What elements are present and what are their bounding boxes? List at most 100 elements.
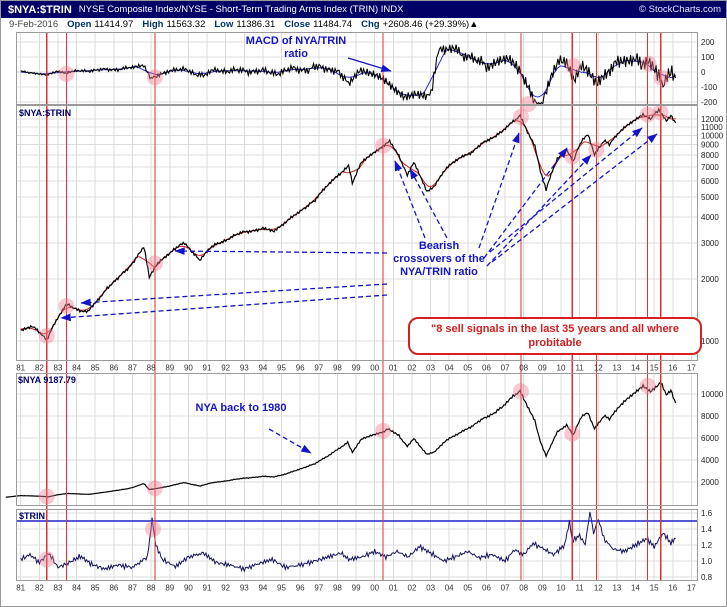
svg-text:-100: -100 <box>701 83 718 92</box>
svg-text:1.6: 1.6 <box>701 509 713 518</box>
svg-text:93: 93 <box>240 584 249 593</box>
svg-text:00: 00 <box>370 364 379 373</box>
nya-price-line <box>5 381 677 498</box>
svg-text:3000: 3000 <box>701 239 719 248</box>
quote-open-value: 11414.97 <box>94 19 134 30</box>
symbol-description: NYSE Composite Index/NYSE - Short-Term T… <box>78 4 404 15</box>
svg-text:11: 11 <box>575 584 584 593</box>
svg-text:91: 91 <box>203 364 212 373</box>
svg-text:98: 98 <box>333 584 342 593</box>
svg-text:17: 17 <box>687 364 696 373</box>
svg-text:84: 84 <box>72 584 81 593</box>
svg-text:07: 07 <box>501 584 510 593</box>
svg-text:1000: 1000 <box>701 337 719 346</box>
macd-line <box>20 44 677 106</box>
svg-text:83: 83 <box>54 364 63 373</box>
main-panel-symbol-label: $NYA:$TRIN <box>19 108 72 118</box>
svg-text:0: 0 <box>701 68 706 77</box>
quote-close-label: Close <box>284 19 311 30</box>
quote-change: Chg +2608.46 (+29.39%)▲ <box>361 19 479 30</box>
svg-text:12000: 12000 <box>701 115 724 124</box>
svg-text:10000: 10000 <box>701 131 724 140</box>
svg-text:13: 13 <box>612 364 621 373</box>
svg-text:12: 12 <box>594 584 603 593</box>
svg-text:06: 06 <box>482 364 491 373</box>
svg-text:85: 85 <box>91 364 100 373</box>
svg-text:03: 03 <box>426 364 435 373</box>
svg-text:89: 89 <box>165 364 174 373</box>
svg-text:99: 99 <box>352 584 361 593</box>
svg-text:94: 94 <box>258 584 267 593</box>
trin-line <box>20 511 676 573</box>
crossover-highlight-circles <box>38 55 670 568</box>
svg-text:92: 92 <box>221 364 230 373</box>
svg-text:82: 82 <box>35 584 44 593</box>
svg-text:13: 13 <box>612 584 621 593</box>
stockcharts-credit[interactable]: © StockCharts.com <box>639 4 721 15</box>
trin-panel-symbol-label: $TRIN <box>19 511 46 521</box>
quote-change-label: Chg <box>361 19 380 30</box>
svg-text:99: 99 <box>352 364 361 373</box>
svg-text:96: 96 <box>296 584 305 593</box>
svg-text:97: 97 <box>314 584 323 593</box>
svg-text:88: 88 <box>147 584 156 593</box>
svg-text:2000: 2000 <box>701 478 719 487</box>
quote-high: High 11563.32 <box>142 19 205 30</box>
svg-text:10000: 10000 <box>701 390 724 399</box>
svg-text:89: 89 <box>165 584 174 593</box>
svg-text:93: 93 <box>240 364 249 373</box>
svg-text:85: 85 <box>91 584 100 593</box>
svg-text:90: 90 <box>184 364 193 373</box>
svg-text:84: 84 <box>72 364 81 373</box>
svg-text:5000: 5000 <box>701 193 719 202</box>
bearish-annotation-text: Bearish crossovers of the NYA/TRIN ratio <box>393 240 485 278</box>
grid <box>17 32 697 581</box>
nya-panel-symbol-label: $NYA 9187.79 <box>18 375 76 385</box>
svg-text:16: 16 <box>668 364 677 373</box>
svg-text:2000: 2000 <box>701 275 719 284</box>
quote-row: 9-Feb-2016 Open 11414.97 High 11563.32 Low… <box>1 18 726 31</box>
svg-text:04: 04 <box>445 364 454 373</box>
quote-open: Open 11414.97 <box>67 19 133 30</box>
quote-date: 9-Feb-2016 <box>9 19 59 30</box>
svg-text:100: 100 <box>701 53 715 62</box>
svg-text:81: 81 <box>16 364 25 373</box>
sell-signals-callout-box: "8 sell signals in the last 35 years and… <box>408 317 702 355</box>
svg-text:95: 95 <box>277 364 286 373</box>
svg-text:12: 12 <box>594 364 603 373</box>
quote-open-label: Open <box>67 19 92 30</box>
svg-text:15: 15 <box>650 364 659 373</box>
svg-text:1.0: 1.0 <box>701 557 713 566</box>
svg-text:16: 16 <box>668 584 677 593</box>
svg-text:08: 08 <box>519 364 528 373</box>
svg-text:87: 87 <box>128 364 137 373</box>
chart-header-bar: $NYA:$TRIN NYSE Composite Index/NYSE - S… <box>1 1 726 18</box>
svg-text:11000: 11000 <box>701 123 723 132</box>
quote-low: Low 11386.31 <box>214 19 275 30</box>
change-up-triangle-icon: ▲ <box>469 19 479 30</box>
svg-text:14: 14 <box>631 584 640 593</box>
svg-text:8000: 8000 <box>701 151 719 160</box>
svg-text:86: 86 <box>109 364 118 373</box>
svg-text:11: 11 <box>575 364 584 373</box>
svg-text:-200: -200 <box>701 98 718 107</box>
svg-text:01: 01 <box>389 584 398 593</box>
quote-close: Close 11484.74 <box>284 19 352 30</box>
ratio-price-line <box>20 107 677 341</box>
nya-annotation-text: NYA back to 1980 <box>195 402 287 414</box>
svg-text:06: 06 <box>482 584 491 593</box>
svg-text:0.8: 0.8 <box>701 573 713 582</box>
svg-text:6000: 6000 <box>701 177 719 186</box>
svg-text:09: 09 <box>538 364 547 373</box>
svg-text:9000: 9000 <box>701 141 719 150</box>
svg-text:90: 90 <box>184 584 193 593</box>
quote-close-value: 11484.74 <box>313 19 353 30</box>
x-axis-year-labels: 81 81 82 82 83 83 84 84 85 85 86 86 87 87 88 88 89 89 90 90… <box>16 364 696 593</box>
svg-text:05: 05 <box>463 364 472 373</box>
svg-text:94: 94 <box>258 364 267 373</box>
svg-text:02: 02 <box>408 364 417 373</box>
annotation-arrows <box>60 57 658 454</box>
svg-text:10: 10 <box>557 584 566 593</box>
